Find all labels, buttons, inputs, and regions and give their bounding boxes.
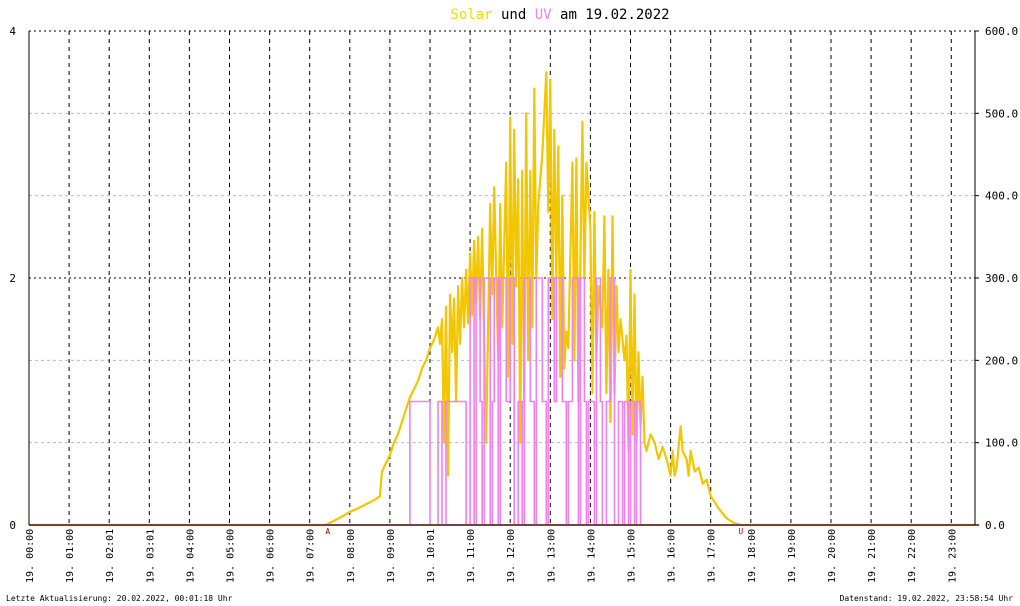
- x-tick-label: 19. 02:01: [105, 529, 116, 583]
- x-tick-label: 19. 08:00: [346, 529, 357, 583]
- right-tick-label: 400.0: [985, 190, 1018, 203]
- x-tick-label: 19. 17:00: [707, 529, 718, 583]
- x-tick-label: 19. 15:00: [627, 529, 638, 583]
- labels: 0.0 100.0 200.0 300.0 400.0 500.0 600.0 0 2 4 19. …: [9, 25, 1018, 583]
- x-tick-label: 19. 11:00: [466, 529, 477, 583]
- x-tick-label: 19. 14:00: [586, 529, 597, 583]
- x-tick-label: 19. 09:00: [386, 529, 397, 583]
- x-tick-label: 19. 07:00: [306, 529, 317, 583]
- x-tick-label: 19. 12:00: [506, 529, 517, 583]
- x-tick-label: 19. 23:00: [947, 529, 958, 583]
- x-tick-label: 19. 22:00: [907, 529, 918, 583]
- x-tick-label: 19. 10:01: [426, 529, 437, 583]
- sunset-marker: U: [738, 527, 743, 536]
- title-date: am 19.02.2022: [560, 7, 670, 23]
- x-tick-label: 19. 00:00: [25, 529, 36, 583]
- left-tick-label: 0: [9, 519, 16, 532]
- x-tick-label: 19. 16:00: [667, 529, 678, 583]
- x-tick-label: 19. 06:00: [266, 529, 277, 583]
- footer-data-status: Datenstand: 19.02.2022, 23:58:54 Uhr: [840, 594, 1014, 603]
- sunrise-marker: A: [325, 527, 330, 536]
- x-tick-label: 19. 05:00: [226, 529, 237, 583]
- x-tick-label: 19. 21:00: [867, 529, 878, 583]
- left-tick-label: 2: [9, 272, 16, 285]
- right-tick-label: 100.0: [985, 437, 1018, 450]
- series-line-uv: [29, 277, 980, 526]
- right-tick-label: 500.0: [985, 107, 1018, 120]
- series-layer: [29, 71, 980, 527]
- x-tick-label: 19. 13:00: [546, 529, 557, 583]
- x-tick-label: 19. 01:00: [65, 529, 76, 583]
- right-tick-label: 0.0: [985, 519, 1005, 532]
- x-tick-label: 19. 20:00: [827, 529, 838, 583]
- axes: [28, 30, 979, 526]
- x-tick-label: 19. 04:00: [185, 529, 196, 583]
- title-solar: Solar: [450, 7, 492, 23]
- footer-last-update: Letzte Aktualisierung: 20.02.2022, 00:01…: [6, 594, 233, 603]
- x-tick-label: 19. 03:01: [145, 529, 156, 583]
- right-tick-label: 200.0: [985, 354, 1018, 367]
- x-tick-label: 19. 18:00: [747, 529, 758, 583]
- right-tick-label: 600.0: [985, 25, 1018, 38]
- left-tick-label: 4: [9, 25, 16, 38]
- chart-title: Solar und UV am 19.02.2022: [450, 7, 669, 23]
- x-tick-label: 19. 19:00: [787, 529, 798, 583]
- title-uv: UV: [535, 7, 552, 23]
- right-tick-label: 300.0: [985, 272, 1018, 285]
- title-und-word: und: [501, 7, 526, 23]
- series-line-solar: [29, 71, 980, 527]
